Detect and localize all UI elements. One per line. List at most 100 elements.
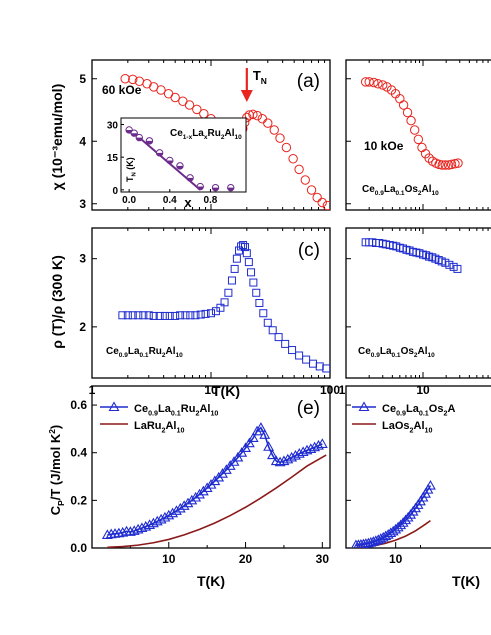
panel-b-chi-point <box>450 159 460 169</box>
panel-f-ce-point <box>405 509 417 519</box>
panel-a-chi-point <box>281 142 292 153</box>
panel-e-ce-point <box>278 455 290 466</box>
inset-xtick-label: 0.4 <box>163 195 177 206</box>
panel-c-rho-point <box>230 264 239 273</box>
panel-b-chi-point <box>417 142 427 153</box>
panel-a-chi-point <box>170 92 180 103</box>
inset-point-fill <box>212 187 219 191</box>
legend-f-ce-label: Ce0.9La0.1Os2A <box>382 403 455 417</box>
panel-c-rho-point <box>186 311 195 320</box>
panel-e-ce-point <box>290 449 301 460</box>
panel-c-rho-point <box>240 243 249 252</box>
panel-f-ce-point <box>395 519 407 530</box>
panel-c-rho-point <box>232 254 241 263</box>
panel-f-ce-point <box>370 535 382 545</box>
panel-e-ce-point <box>182 497 194 508</box>
panel-a-chi-point <box>306 185 317 195</box>
panel-c-rho-point <box>160 311 169 320</box>
legend-e-ce-label: Ce0.9La0.1Ru2Al10 <box>134 403 218 417</box>
panel-c-rho-point <box>322 364 330 373</box>
panel-c-rho-point <box>165 311 174 320</box>
panel-c-rho-point <box>149 311 158 320</box>
panel-b-chi-point <box>434 159 444 170</box>
panel-e-ce-point <box>274 456 286 467</box>
panel-a-chi-point <box>294 164 304 175</box>
panel-e-ce-point <box>309 441 321 452</box>
panel-e-ce-point <box>194 488 205 499</box>
panel-e-ce-point <box>128 525 140 535</box>
panel-c-rho-point <box>252 288 261 297</box>
panel-a-field: 60 kOe <box>102 83 142 97</box>
panel-b-chi-point <box>446 159 457 170</box>
panel-e-ce-point <box>113 527 125 538</box>
panel-b-chi-point <box>406 115 416 126</box>
panel-e-ce-point <box>178 500 190 510</box>
panel-c-rho-point <box>134 311 143 320</box>
panel-c-rho-point <box>288 346 297 355</box>
panel-d-rho-point <box>445 260 454 269</box>
panel-c-rho-point <box>263 318 272 327</box>
panel-b-chi-point <box>409 125 420 135</box>
inset-ytick-label: 30 <box>107 121 119 132</box>
panel-a-chi-point <box>192 104 202 115</box>
panel-c-rho-point <box>118 311 127 320</box>
panel-a-ytick-label: 5 <box>79 72 86 86</box>
panel-e-ce-point <box>171 505 182 515</box>
inset-xtick-label: 0.8 <box>203 195 217 206</box>
panel-e-ce-point <box>236 447 248 457</box>
panel-e-ce-point <box>282 453 294 464</box>
panel-a-ytick-label: 3 <box>79 197 86 211</box>
panel-c-rho-point <box>220 298 229 307</box>
panel-f-ce-point <box>372 534 384 544</box>
panel-c-rho-point <box>255 299 264 307</box>
panel-f-xlabel: T(K) <box>452 573 480 589</box>
panel-e-ce-point <box>167 507 179 518</box>
panel-e-ce-point <box>197 485 209 496</box>
panel-a-chi-point <box>275 133 285 143</box>
inset-point-fill <box>156 152 163 157</box>
panel-d-rho-point <box>422 251 431 260</box>
panel-e-ce-point <box>186 494 198 505</box>
panel-c-rho-points <box>118 241 330 373</box>
panel-e-ytick-label: 0.0 <box>70 541 87 555</box>
inset-point-fill <box>146 140 153 145</box>
panel-e-ce-point <box>101 529 113 539</box>
panel-e-xtick-label: 30 <box>316 552 330 566</box>
panel-b-chi-point <box>395 94 405 104</box>
panel-a-chi-point <box>128 74 138 85</box>
panel-e-label: (e) <box>297 398 320 419</box>
panel-b-chi-point <box>437 160 447 170</box>
legend-f-la-label: LaOs2Al10 <box>382 420 432 434</box>
panel-f-ce-point <box>400 514 412 525</box>
panel-e-xtick-label: 10 <box>162 552 176 566</box>
panel-a-chi-point <box>120 74 130 84</box>
panel-b-caption: Ce0.9La0.1Os2Al10 <box>362 184 439 197</box>
panel-c-rho-point <box>274 333 283 342</box>
panel-a-ylabel: χ (10⁻³emu/mol) <box>49 84 65 190</box>
panel-a-chi-point <box>300 175 310 185</box>
panel-c-rho-point <box>144 311 153 320</box>
panel-c-rho-point <box>181 311 190 320</box>
panel-e-ytick-label: 0.4 <box>70 446 87 460</box>
panel-b-chi-point <box>413 134 424 145</box>
panel-c-rho-point <box>196 310 205 319</box>
panel-e-ce-point <box>255 422 267 432</box>
panel-b-chi-point <box>453 158 463 168</box>
panel-b-chi-point <box>424 153 434 163</box>
panel-a-chi-point <box>312 192 322 203</box>
panel-c-rho-point <box>155 311 164 320</box>
panel-d-xtick-label: 10 <box>416 383 430 397</box>
panel-c-rho-point <box>259 309 268 318</box>
panel-e-ce-point <box>151 515 163 526</box>
inset-point-fill <box>136 137 143 141</box>
panel-c-rho-point <box>176 311 185 320</box>
panel-e-ce-point <box>313 439 324 450</box>
panel-e-ce-point <box>301 444 313 455</box>
panel-c-rho-point <box>315 362 324 371</box>
panel-e-ce-point <box>316 438 328 448</box>
panel-e-lara-line <box>107 454 327 548</box>
inset-point-fill <box>197 186 204 190</box>
panel-e-ce-point <box>240 442 251 452</box>
panel-c-rho-point <box>302 355 311 364</box>
